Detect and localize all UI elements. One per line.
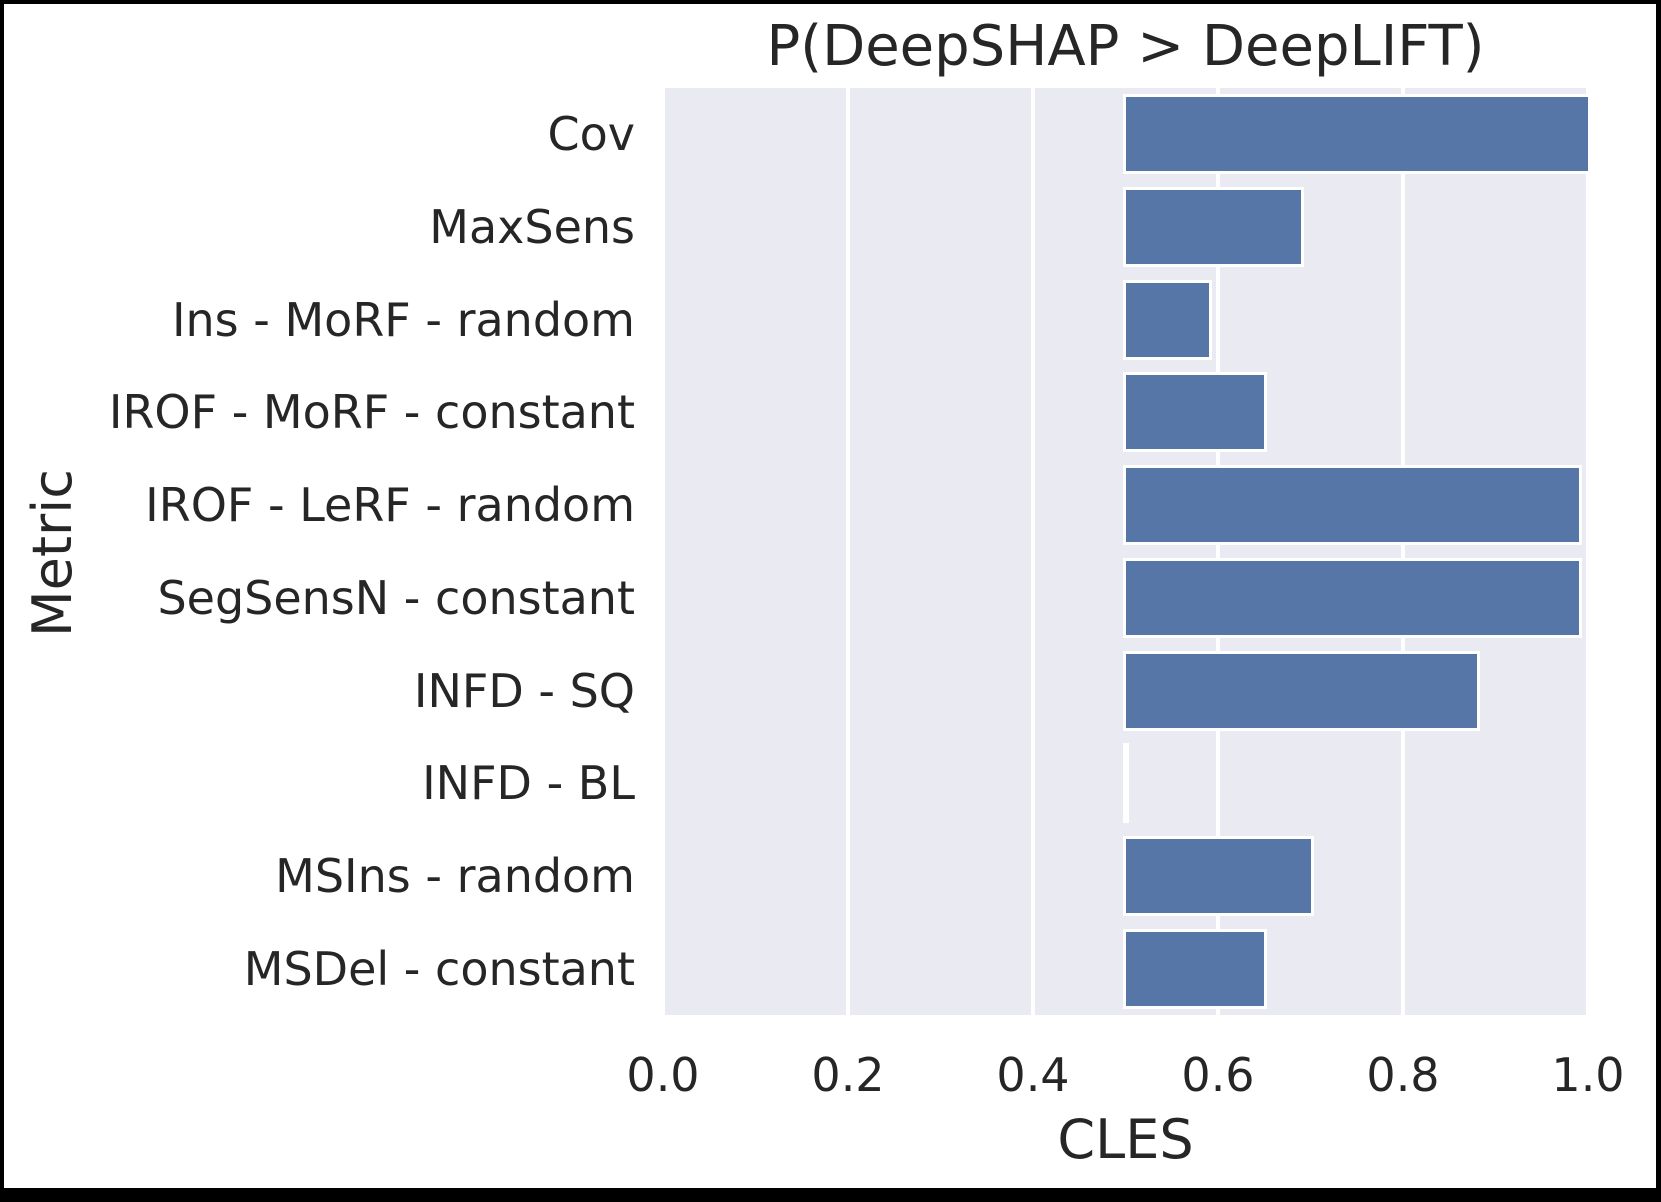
- gridline-0.2: [846, 88, 850, 1015]
- bar-msins-random: [1122, 835, 1314, 916]
- bar-irof-morf-constant: [1122, 372, 1268, 453]
- chart-title: P(DeepSHAP > DeepLIFT): [766, 14, 1485, 79]
- xtick-label-0.2: 0.2: [811, 1048, 885, 1102]
- gridline-1.0: [1586, 88, 1590, 1015]
- xtick-label-0.0: 0.0: [626, 1048, 700, 1102]
- bar-cov: [1122, 94, 1591, 175]
- x-axis-label: CLES: [1057, 1108, 1194, 1171]
- ytick-label-infd-sq: INFD - SQ: [413, 663, 635, 718]
- xtick-label-0.8: 0.8: [1366, 1048, 1440, 1102]
- bar-infd-bl: [1122, 743, 1129, 824]
- xtick-label-1.0: 1.0: [1551, 1048, 1625, 1102]
- xtick-label-0.6: 0.6: [1181, 1048, 1255, 1102]
- gridline-0.4: [1031, 88, 1035, 1015]
- ytick-label-segsensn-constant: SegSensN - constant: [157, 570, 635, 625]
- ytick-label-maxsens: MaxSens: [429, 200, 635, 255]
- ytick-label-irof-morf-constant: IROF - MoRF - constant: [108, 385, 635, 440]
- ytick-label-ins-morf-random: Ins - MoRF - random: [171, 292, 635, 347]
- ytick-label-cov: Cov: [547, 107, 636, 162]
- y-axis-label: Metric: [20, 469, 84, 637]
- gridline-0.8: [1401, 88, 1405, 1015]
- ytick-label-irof-lerf-random: IROF - LeRF - random: [145, 478, 635, 533]
- xtick-label-0.4: 0.4: [996, 1048, 1070, 1102]
- bar-maxsens: [1122, 187, 1305, 268]
- gridline-0.0: [661, 88, 665, 1015]
- bar-msdel-constant: [1122, 928, 1268, 1009]
- bar-segsensn-constant: [1122, 557, 1582, 638]
- bar-infd-sq: [1122, 650, 1480, 731]
- ytick-label-msins-random: MSIns - random: [275, 848, 635, 903]
- bar-irof-lerf-random: [1122, 465, 1582, 546]
- ytick-label-infd-bl: INFD - BL: [422, 756, 635, 811]
- plot-area: [661, 88, 1591, 1015]
- ytick-label-msdel-constant: MSDel - constant: [243, 941, 635, 996]
- bar-ins-morf-random: [1122, 279, 1212, 360]
- gridline-0.6: [1216, 88, 1220, 1015]
